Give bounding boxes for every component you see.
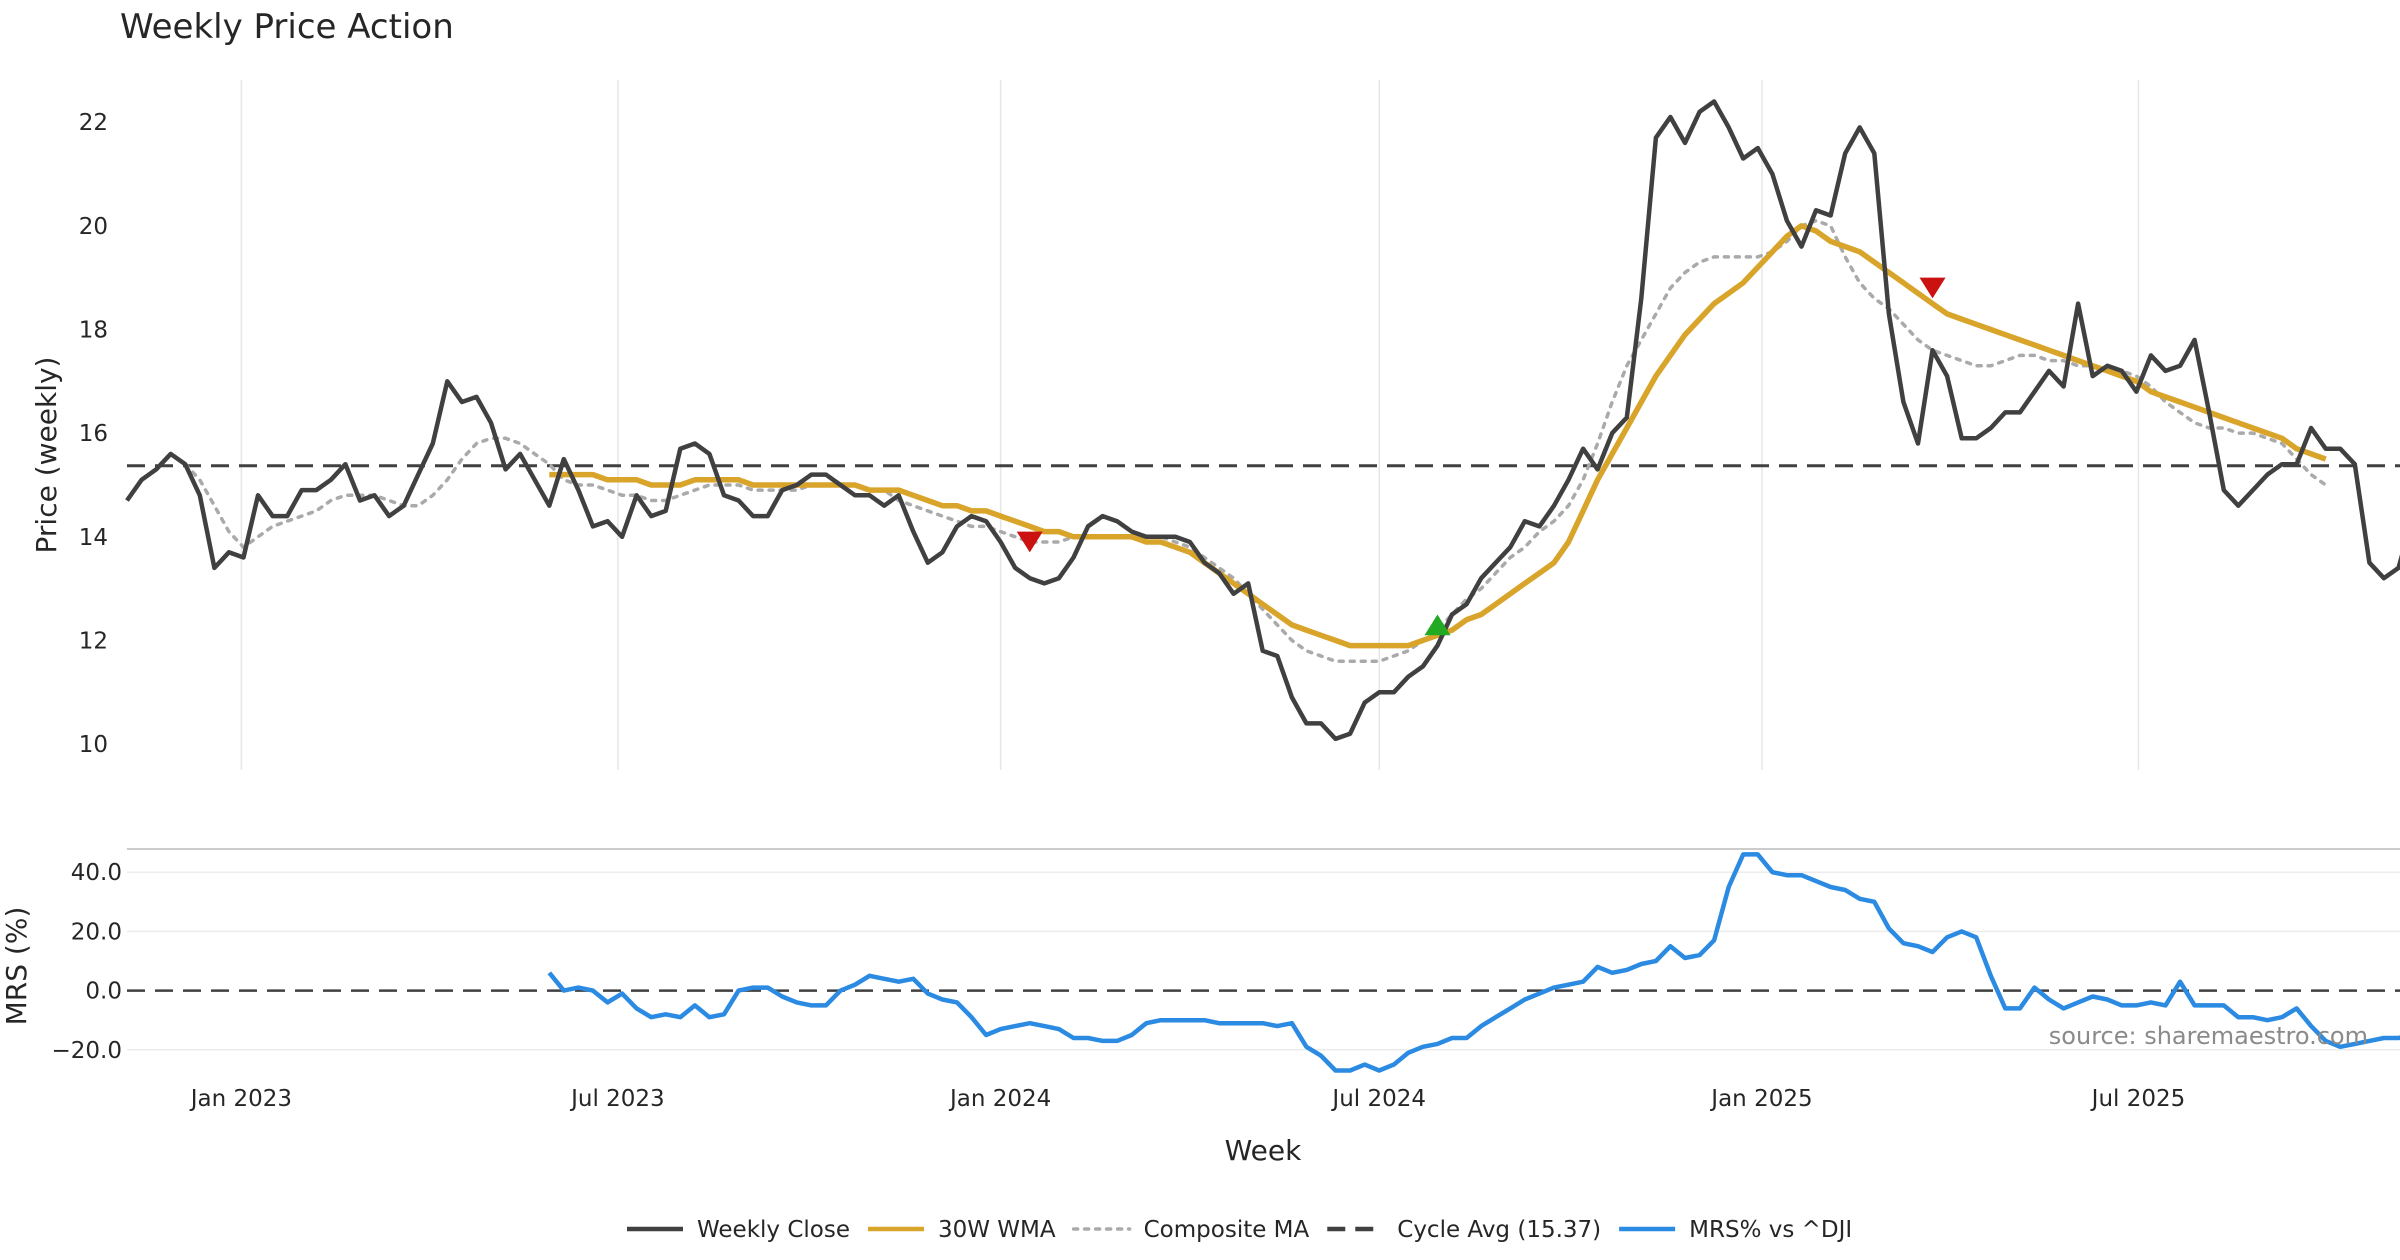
- price-y-axis: 10 12 14 16 18 20 22: [79, 110, 108, 758]
- y-tick-label: 20.0: [71, 919, 122, 945]
- sell-signal-marker: [1016, 531, 1043, 553]
- y-tick-label: 0.0: [85, 979, 122, 1005]
- signal-markers: [1016, 277, 1946, 636]
- x-tick-label: Jan 2024: [948, 1086, 1051, 1112]
- y-tick-label: 40.0: [71, 860, 122, 886]
- mrs-panel: −20.0 0.0 20.0 40.0 MRS (%) source: sharema…: [0, 848, 2400, 1073]
- mrs-line: [547, 852, 2400, 1073]
- weekly-close-line: [125, 99, 2400, 742]
- legend: Weekly Close 30W WMA Composite MA Cycle Avg…: [627, 1217, 1852, 1243]
- y-tick-label: 18: [79, 317, 108, 343]
- x-tick-label: Jan 2023: [189, 1086, 292, 1112]
- y-tick-label: 12: [79, 628, 108, 654]
- x-tick-label: Jan 2025: [1709, 1086, 1812, 1112]
- x-axis-title: Week: [1225, 1134, 1302, 1167]
- price-grid: [240, 80, 2140, 770]
- mrs-grid: [127, 871, 2400, 1051]
- price-panel: 10 12 14 16 18 20 22 Price (weekly): [30, 80, 2400, 770]
- legend-label: 30W WMA: [938, 1217, 1056, 1243]
- wma-30w-line: [549, 223, 2327, 649]
- mrs-y-axis: −20.0 0.0 20.0 40.0: [52, 860, 122, 1064]
- mrs-y-axis-title: MRS (%): [0, 907, 33, 1026]
- price-y-axis-title: Price (weekly): [30, 357, 63, 554]
- y-tick-label: 20: [79, 214, 108, 240]
- legend-label: Weekly Close: [697, 1217, 850, 1243]
- y-tick-label: 10: [79, 732, 108, 758]
- legend-label: Composite MA: [1144, 1217, 1310, 1243]
- y-tick-label: 14: [79, 525, 108, 551]
- buy-signal-marker: [1424, 614, 1451, 636]
- x-tick-label: Jul 2023: [569, 1086, 665, 1112]
- legend-label: Cycle Avg (15.37): [1397, 1217, 1601, 1243]
- x-axis: Jan 2023 Jul 2023 Jan 2024 Jul 2024 Jan 2025…: [189, 1086, 2186, 1112]
- y-tick-label: −20.0: [52, 1038, 122, 1064]
- chart-title: Weekly Price Action: [120, 7, 454, 47]
- legend-label: MRS% vs ^DJI: [1689, 1217, 1852, 1243]
- source-note: source: sharemaestro.com: [2049, 1022, 2368, 1050]
- x-tick-label: Jul 2024: [1330, 1086, 1426, 1112]
- y-tick-label: 16: [79, 421, 108, 447]
- sell-signal-marker: [1919, 277, 1946, 299]
- x-tick-label: Jul 2025: [2090, 1086, 2186, 1112]
- y-tick-label: 22: [79, 110, 108, 136]
